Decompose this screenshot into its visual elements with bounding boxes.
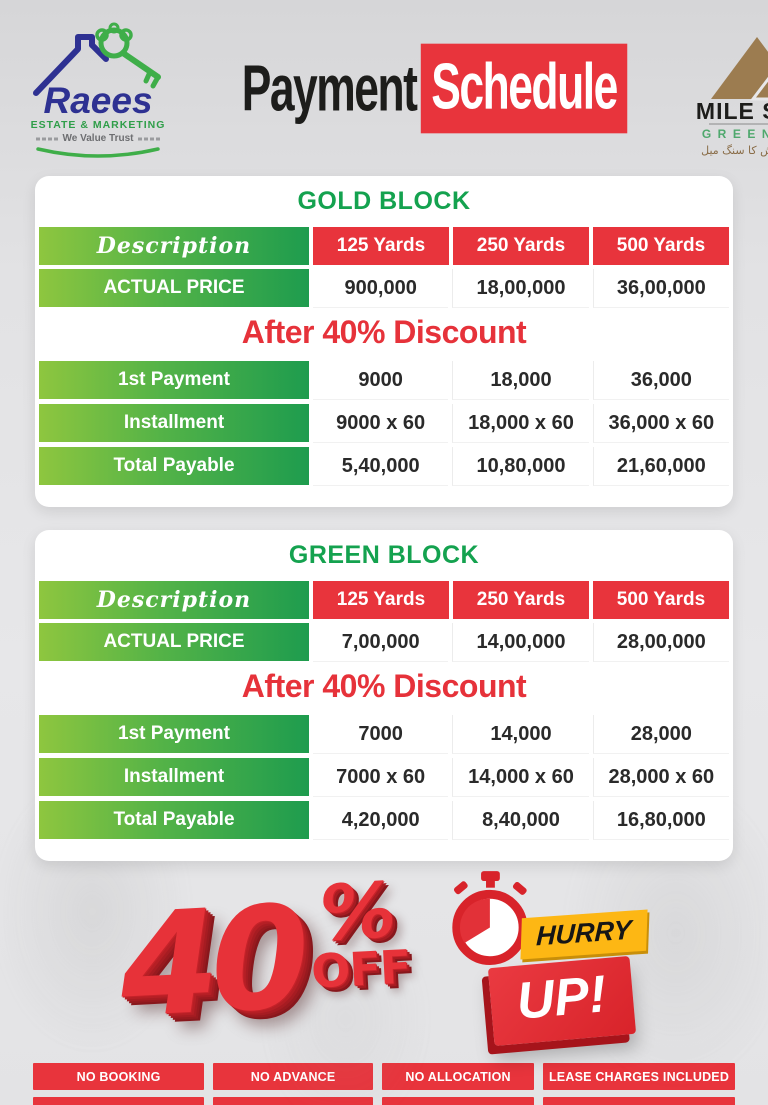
promo-banner: 40 % OFF HURRY UP! (0, 865, 768, 1053)
milestone-sub: GREEN CITY (702, 127, 768, 141)
yards-column-header: 500 Yards (593, 227, 729, 265)
price-value: 4,20,000 (313, 801, 449, 840)
mountains-icon (710, 36, 768, 100)
title-payment: Payment (241, 51, 418, 125)
yards-column-header: 250 Yards (453, 581, 589, 619)
price-value: 21,60,000 (592, 447, 729, 486)
milestone-logo-graphic: MILE STONE GREEN CITY جدید طرز رہائش کا … (696, 36, 768, 157)
installment-row: Installment 9000 x 60 18,000 x 60 36,000… (39, 404, 729, 443)
raees-motto: We Value Trust (63, 133, 135, 144)
gold-block-title: GOLD BLOCK (297, 187, 471, 215)
row-label: Installment (39, 758, 309, 796)
swoosh (36, 146, 160, 158)
price-value: 18,000 (452, 361, 589, 400)
total-payable-row: Total Payable 4,20,000 8,40,000 16,80,00… (39, 801, 729, 840)
raees-name: Raees (43, 80, 152, 121)
price-value: 28,00,000 (592, 623, 729, 662)
up-tag: UP! (488, 955, 636, 1047)
percent-sign: % (317, 865, 398, 959)
badge-row: NO CONFIRMATION NO YEARLY NO HALF YEARLY… (33, 1097, 735, 1105)
actual-price-row: ACTUAL PRICE 900,000 18,00,000 36,00,000 (39, 269, 729, 308)
hurry-up-graphic: HURRY UP! (443, 871, 648, 1047)
feature-badges: NO BOOKING NO ADVANCE NO ALLOCATION LEAS… (33, 1063, 735, 1105)
page-title: Payment Schedule (174, 43, 695, 133)
price-value: 18,000 x 60 (452, 404, 589, 443)
row-label: 1st Payment (39, 361, 309, 399)
badge-no-half-yearly: NO HALF YEARLY (382, 1097, 535, 1105)
price-value: 14,000 x 60 (452, 758, 589, 797)
price-value: 14,00,000 (452, 623, 589, 662)
off-word: OFF (309, 939, 412, 999)
yards-column-header: 250 Yards (453, 227, 589, 265)
badge-no-yearly: NO YEARLY (213, 1097, 374, 1105)
badge-no-confirmation: NO CONFIRMATION (33, 1097, 205, 1105)
price-value: 7,00,000 (313, 623, 449, 662)
badge-fix-development: FIX DEVELOPMENT CHARGES (543, 1097, 735, 1105)
green-block-title: GREEN BLOCK (288, 541, 480, 569)
discount-number: 40 (115, 875, 306, 1050)
hurry-tag: HURRY (520, 909, 648, 960)
price-value: 28,000 x 60 (592, 758, 729, 797)
badge-row: NO BOOKING NO ADVANCE NO ALLOCATION LEAS… (33, 1063, 735, 1090)
price-value: 10,80,000 (452, 447, 589, 486)
price-value: 9000 x 60 (313, 404, 449, 443)
header: Raees ESTATE & MARKETING We Value Trust … (0, 0, 768, 176)
description-header: Description (39, 227, 309, 265)
row-label: 1st Payment (39, 715, 309, 753)
price-value: 7000 x 60 (313, 758, 449, 797)
price-value: 18,00,000 (452, 269, 589, 308)
total-payable-row: Total Payable 5,40,000 10,80,000 21,60,0… (39, 447, 729, 486)
first-payment-row: 1st Payment 9000 18,000 36,000 (39, 361, 729, 400)
price-value: 14,000 (452, 715, 589, 754)
forty-percent-off-graphic: 40 % OFF (116, 865, 413, 1049)
raees-tagline: ESTATE & MARKETING (31, 119, 166, 131)
badge-lease-charges: LEASE CHARGES INCLUDED (543, 1063, 735, 1090)
milestone-name: MILE STONE (696, 98, 768, 124)
raees-logo: Raees ESTATE & MARKETING We Value Trust (22, 11, 174, 166)
table-header-row: Description 125 Yards 250 Yards 500 Yard… (39, 581, 729, 619)
badge-no-allocation: NO ALLOCATION (382, 1063, 535, 1090)
price-value: 7000 (313, 715, 449, 754)
milestone-logo: MILE STONE GREEN CITY جدید طرز رہائش کا … (695, 11, 768, 166)
installment-row: Installment 7000 x 60 14,000 x 60 28,000… (39, 758, 729, 797)
price-value: 9000 (313, 361, 449, 400)
description-header: Description (39, 581, 309, 619)
actual-price-row: ACTUAL PRICE 7,00,000 14,00,000 28,00,00… (39, 623, 729, 662)
table-header-row: Description 125 Yards 250 Yards 500 Yard… (39, 227, 729, 265)
price-value: 36,000 (592, 361, 729, 400)
row-label: ACTUAL PRICE (39, 269, 309, 307)
gold-block-card: GOLD BLOCK Description 125 Yards 250 Yar… (35, 176, 733, 507)
house-icon (33, 33, 109, 96)
green-block-card: GREEN BLOCK Description 125 Yards 250 Ya… (35, 530, 733, 861)
stopwatch-icon (452, 871, 528, 966)
title-schedule: Schedule (420, 43, 628, 133)
badge-no-advance: NO ADVANCE (213, 1063, 374, 1090)
row-label: ACTUAL PRICE (39, 623, 309, 661)
yards-column-header: 500 Yards (593, 581, 729, 619)
price-value: 8,40,000 (452, 801, 589, 840)
row-label: Total Payable (39, 447, 309, 485)
row-label: Total Payable (39, 801, 309, 839)
discount-heading: After 40% Discount (241, 668, 527, 704)
key-icon (95, 22, 161, 88)
yards-column-header: 125 Yards (313, 227, 449, 265)
price-value: 28,000 (592, 715, 729, 754)
price-value: 5,40,000 (313, 447, 449, 486)
price-value: 16,80,000 (592, 801, 729, 840)
row-label: Installment (39, 404, 309, 442)
milestone-urdu: جدید طرز رہائش کا سنگ میل (701, 144, 768, 157)
price-value: 900,000 (313, 269, 449, 308)
badge-no-booking: NO BOOKING (33, 1063, 205, 1090)
yards-column-header: 125 Yards (313, 581, 449, 619)
discount-heading: After 40% Discount (241, 314, 527, 350)
price-value: 36,000 x 60 (592, 404, 729, 443)
price-value: 36,00,000 (592, 269, 729, 308)
raees-logo-graphic: Raees ESTATE & MARKETING We Value Trust (31, 22, 166, 158)
first-payment-row: 1st Payment 7000 14,000 28,000 (39, 715, 729, 754)
